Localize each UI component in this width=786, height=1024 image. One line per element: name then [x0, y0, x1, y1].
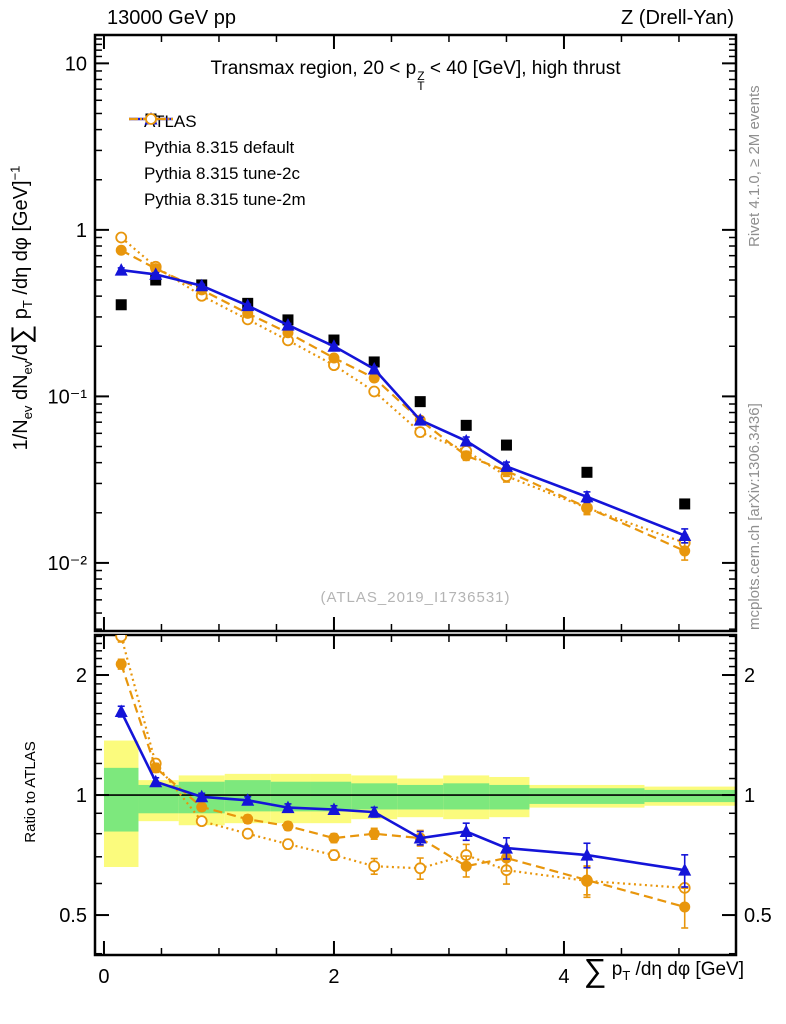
series-atlas: [115, 274, 691, 510]
green-band: [103, 767, 139, 832]
x-axis-label: ∑ pT /dη dφ [GeV]: [583, 952, 744, 988]
svg-text:0.5: 0.5: [744, 905, 772, 927]
title-subscript: T: [417, 79, 425, 93]
green-band: [644, 789, 737, 803]
svg-text:2: 2: [76, 665, 87, 687]
legend-label: Pythia 8.315 tune-2c: [144, 164, 300, 183]
svg-text:10⁻¹: 10⁻¹: [48, 386, 88, 408]
series-pythia-8-315-default: [114, 704, 692, 888]
sum-symbol: ∑: [6, 324, 36, 345]
legend-item-pythia-tune-2m: Pythia 8.315 tune-2m: [128, 113, 306, 213]
tick-labels: 10 1 10⁻¹ 10⁻² 2 2 1 1 0.5 0.5 0 2 4: [48, 53, 772, 988]
series-pythia-8-315-default: [114, 263, 692, 544]
legend-item-pythia-default: Pythia 8.315 default: [128, 112, 306, 161]
svg-text:0: 0: [98, 966, 109, 988]
svg-text:2: 2: [328, 966, 339, 988]
main-frame: [93, 33, 738, 633]
svg-text:1: 1: [76, 785, 87, 807]
sum-symbol: ∑: [583, 952, 607, 988]
legend: ATLAS Pythia 8.315 default Pythia 8.315 …: [128, 109, 306, 213]
svg-text:10: 10: [65, 53, 87, 75]
svg-text:10⁻²: 10⁻²: [48, 553, 88, 575]
title-superscript: Z: [417, 69, 425, 83]
green-band: [310, 781, 352, 812]
series-pythia-8-315-tune-2m: [115, 635, 691, 910]
green-band: [138, 784, 179, 814]
green-band: [397, 784, 444, 810]
legend-label: Pythia 8.315 tune-2m: [144, 190, 306, 209]
process-label: Z (Drell-Yan): [621, 7, 734, 29]
svg-text:4: 4: [558, 966, 569, 988]
svg-text:1: 1: [744, 785, 755, 807]
ratio-frame: [93, 633, 738, 957]
open-circle-dotted-line-marker-icon: [129, 113, 173, 125]
green-band: [489, 784, 530, 810]
legend-item-pythia-tune-2c: Pythia 8.315 tune-2c: [128, 113, 306, 187]
green-band: [443, 783, 490, 810]
ratio-axis-label: Ratio to ATLAS: [22, 741, 39, 843]
mcplots-note: mcplots.cern.ch [arXiv:1306.3436]: [746, 403, 763, 630]
svg-text:2: 2: [744, 665, 755, 687]
title-text: Transmax region, 20 < p: [210, 58, 417, 79]
beam-energy-label: 13000 GeV pp: [107, 7, 236, 29]
green-band: [351, 783, 398, 810]
legend-label: Pythia 8.315 default: [144, 138, 295, 157]
legend-label: ATLAS: [144, 112, 197, 131]
y-axis-label: 1/Nev dNev/d∑ pT /dη dφ [GeV]−1: [6, 165, 36, 451]
green-band: [529, 788, 645, 804]
rivet-version-note: Rivet 4.1.0, ≥ 2M events: [746, 85, 763, 247]
svg-text:1: 1: [76, 220, 87, 242]
svg-text:0.5: 0.5: [59, 905, 87, 927]
title-text-tail: < 40 [GeV], high thrust: [424, 58, 621, 79]
analysis-id-watermark: (ATLAS_2019_I1736531): [320, 589, 511, 606]
